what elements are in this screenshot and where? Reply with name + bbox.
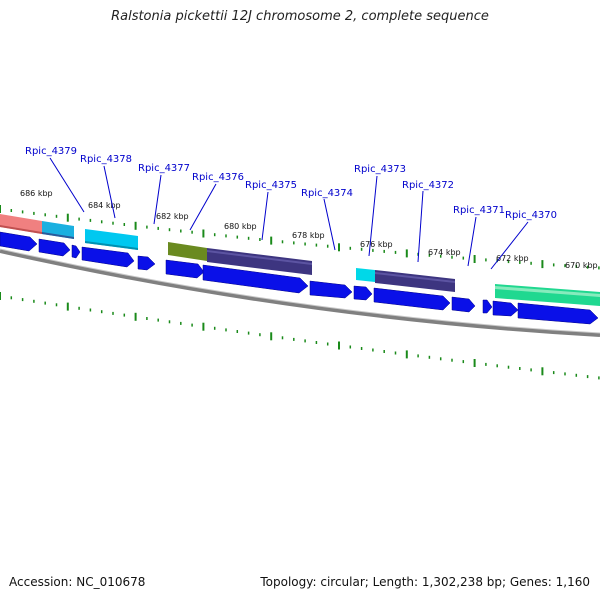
cds-arrow[interactable] [0,231,38,252]
feature-bar[interactable] [85,229,138,250]
gene-label[interactable]: Rpic_4375 [245,180,297,191]
gene-labels: Rpic_4379 Rpic_4378 Rpic_4377 Rpic_4376 … [25,146,557,221]
callout-line [417,190,424,263]
kbp-label: 682 kbp [156,212,189,221]
chromosome-backbone-highlight [0,248,600,334]
gene-label[interactable]: Rpic_4370 [505,210,557,221]
callout-line [153,174,162,225]
gene-callouts [49,157,529,270]
callout-line [49,157,85,213]
cds-arrow[interactable] [71,244,81,259]
feature-bar[interactable] [375,270,455,292]
kbp-label: 670 kbp [565,261,598,270]
gene-label[interactable]: Rpic_4374 [301,188,353,199]
feature-bar[interactable] [168,242,207,261]
cds-arrow[interactable] [353,285,373,301]
cds-arrow[interactable] [137,255,156,271]
cds-arrow[interactable] [451,296,476,313]
cds-arrow[interactable] [492,300,519,317]
upper-tick-ruler [0,205,600,270]
kbp-label: 674 kbp [428,248,461,257]
cds-arrow[interactable] [38,238,71,257]
kbp-labels: 686 kbp 684 kbp 682 kbp 680 kbp 678 kbp … [20,189,598,270]
cds-arrow[interactable] [165,259,205,279]
callout-line [490,221,529,270]
gene-label[interactable]: Rpic_4372 [402,180,454,191]
feature-bar[interactable] [0,214,42,234]
callout-line [467,216,477,267]
feature-bar[interactable] [356,268,375,282]
map-title: Ralstonia pickettii 12J chromosome 2, co… [111,9,489,24]
gene-label[interactable]: Rpic_4376 [192,172,244,183]
gene-label[interactable]: Rpic_4371 [453,205,505,216]
chromosome-backbone [0,249,600,337]
cds-arrow[interactable] [482,299,493,314]
cds-track [0,231,599,325]
gene-label[interactable]: Rpic_4377 [138,163,190,174]
feature-bar[interactable] [42,221,74,239]
kbp-label: 672 kbp [496,254,529,263]
cds-arrow[interactable] [517,302,599,325]
callout-line [261,191,269,241]
feature-bar[interactable] [207,248,312,275]
cds-arrow[interactable] [373,287,451,311]
kbp-label: 686 kbp [20,189,53,198]
cds-arrow[interactable] [202,264,309,294]
callout-line [323,198,336,251]
feature-track [0,214,600,306]
accession-text: Accession: NC_010678 [9,575,146,589]
gene-label[interactable]: Rpic_4373 [354,164,406,175]
cds-arrow[interactable] [309,280,353,299]
gene-label[interactable]: Rpic_4379 [25,146,77,157]
kbp-label: 680 kbp [224,222,257,231]
kbp-label: 678 kbp [292,231,325,240]
callout-line [189,183,217,231]
kbp-label: 676 kbp [360,240,393,249]
callout-line [368,175,378,257]
cds-arrow[interactable] [81,246,135,268]
genome-summary-text: Topology: circular; Length: 1,302,238 bp… [260,575,590,589]
feature-bar[interactable] [495,284,600,306]
callout-line [103,165,116,219]
lower-tick-ruler [0,292,600,380]
kbp-label: 684 kbp [88,201,121,210]
gene-label[interactable]: Rpic_4378 [80,154,132,165]
